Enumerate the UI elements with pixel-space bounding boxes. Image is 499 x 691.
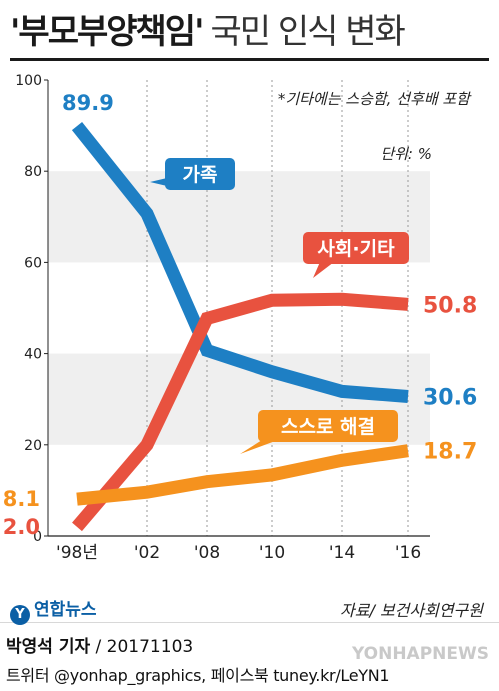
series-line xyxy=(71,122,409,403)
line-chart: 0 20 40 60 80 100 '98년 '02 '08 '10 '14 '16 89.9 30.… xyxy=(3,73,477,563)
chart-title: '부모부양책임' 국민 인식 변화 xyxy=(10,4,406,53)
series-name-label: 사회·기타 xyxy=(317,238,395,260)
y-tick-label: 40 xyxy=(24,347,42,363)
end-value-label: 30.6 xyxy=(423,385,477,410)
social-links: 트위터 @yonhap_graphics, 페이스북 tuney.kr/LeYN… xyxy=(6,666,390,685)
series-name-label: 스스로 해결 xyxy=(281,416,375,438)
yonhap-logo: Y 연합뉴스 xyxy=(10,595,97,625)
y-tick-label: 20 xyxy=(24,438,42,454)
start-value-label: 89.9 xyxy=(62,91,114,115)
reporter-name: 박영석 기자 xyxy=(6,637,91,657)
footer-rule xyxy=(0,622,499,623)
series-callout-pointer xyxy=(313,262,334,278)
end-value-label: 50.8 xyxy=(423,293,477,318)
unit-label: 단위: % xyxy=(380,145,432,163)
watermark: YONHAPNEWS xyxy=(351,644,489,664)
logo-mark: Y xyxy=(10,605,30,625)
series-callout-pointer xyxy=(150,178,167,186)
y-tick-label: 60 xyxy=(24,255,42,271)
y-tick-label: 80 xyxy=(24,164,42,180)
x-tick-label: '98년 xyxy=(56,543,98,563)
source-note: 자료/ 보건사회연구원 xyxy=(340,601,483,620)
end-value-label: 18.7 xyxy=(423,440,477,465)
x-tick-label: '16 xyxy=(395,543,421,563)
x-tick-label: '10 xyxy=(259,543,285,563)
start-value-label: 2.0 xyxy=(3,515,40,539)
series-callout-pointer xyxy=(240,440,278,454)
byline: 박영석 기자 / 20171103 xyxy=(6,637,194,657)
x-tick-label: '02 xyxy=(134,543,160,563)
series-line xyxy=(76,444,409,506)
series-callout-box xyxy=(258,410,398,442)
publish-date: 20171103 xyxy=(106,637,194,657)
chart-note: *기타에는 스승함, 선후배 포함 xyxy=(278,90,472,108)
start-value-label: 8.1 xyxy=(3,487,40,511)
series-line xyxy=(72,292,409,532)
series-callout-box xyxy=(303,232,409,264)
x-tick-label: '08 xyxy=(194,543,220,563)
title-rule xyxy=(10,58,489,61)
y-tick-label: 0 xyxy=(33,529,42,545)
logo-text: 연합뉴스 xyxy=(34,600,97,620)
y-tick-label: 100 xyxy=(15,73,42,89)
series-callout-box xyxy=(165,158,235,190)
series-name-label: 가족 xyxy=(183,164,218,186)
title-sub: 국민 인식 변화 xyxy=(210,12,406,52)
x-tick-label: '14 xyxy=(329,543,355,563)
title-main: '부모부양책임' xyxy=(10,12,204,52)
